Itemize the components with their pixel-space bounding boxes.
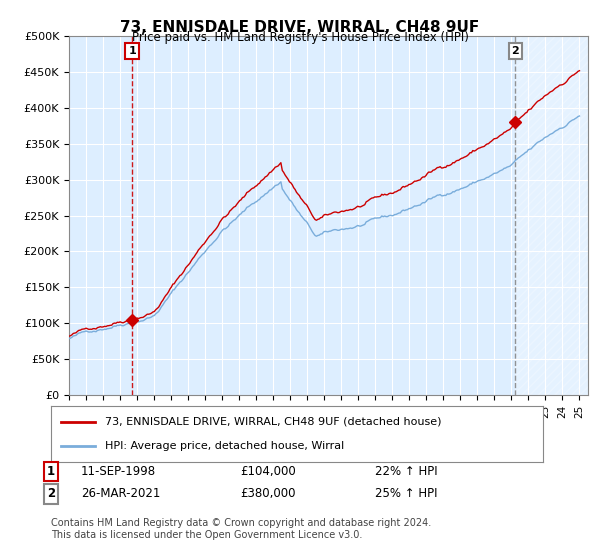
Text: Contains HM Land Registry data © Crown copyright and database right 2024.
This d: Contains HM Land Registry data © Crown c… xyxy=(51,518,431,540)
Text: 73, ENNISDALE DRIVE, WIRRAL, CH48 9UF: 73, ENNISDALE DRIVE, WIRRAL, CH48 9UF xyxy=(121,20,479,35)
Text: 22% ↑ HPI: 22% ↑ HPI xyxy=(375,465,437,478)
Text: 26-MAR-2021: 26-MAR-2021 xyxy=(81,487,160,501)
Text: 73, ENNISDALE DRIVE, WIRRAL, CH48 9UF (detached house): 73, ENNISDALE DRIVE, WIRRAL, CH48 9UF (d… xyxy=(105,417,442,427)
Text: £104,000: £104,000 xyxy=(240,465,296,478)
Text: 11-SEP-1998: 11-SEP-1998 xyxy=(81,465,156,478)
Text: £380,000: £380,000 xyxy=(240,487,296,501)
Text: Price paid vs. HM Land Registry's House Price Index (HPI): Price paid vs. HM Land Registry's House … xyxy=(131,31,469,44)
Text: 1: 1 xyxy=(47,465,55,478)
Text: 2: 2 xyxy=(511,46,519,56)
Bar xyxy=(515,36,588,395)
Text: HPI: Average price, detached house, Wirral: HPI: Average price, detached house, Wirr… xyxy=(105,441,344,451)
Text: 1: 1 xyxy=(128,46,136,56)
Text: 2: 2 xyxy=(47,487,55,501)
Text: 25% ↑ HPI: 25% ↑ HPI xyxy=(375,487,437,501)
